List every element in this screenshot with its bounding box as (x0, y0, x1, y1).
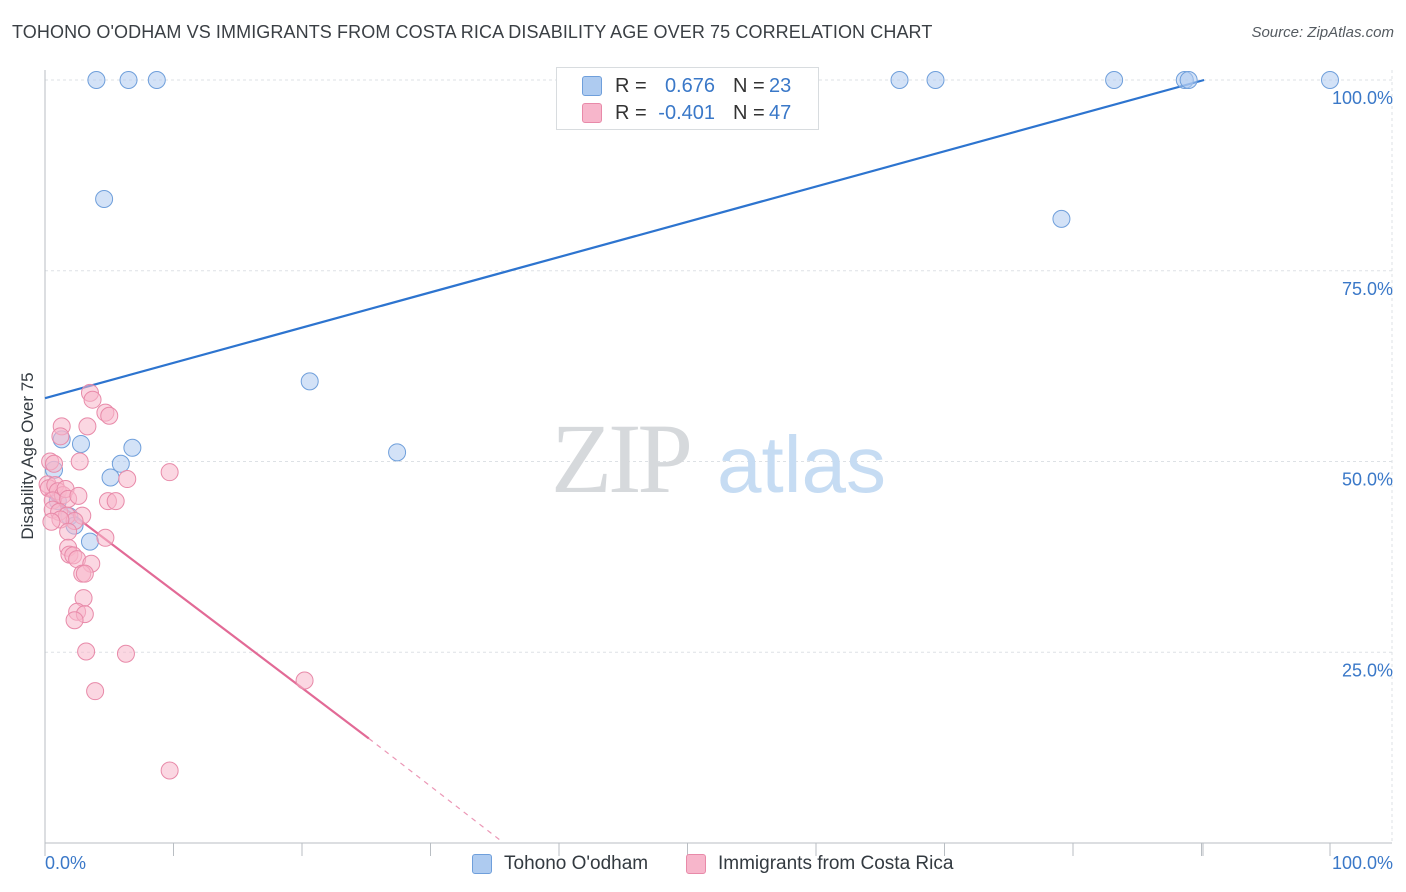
legend-n-value: 23 (769, 75, 792, 97)
point-costa-rica (116, 644, 135, 663)
legend-r-label: R = (615, 75, 647, 97)
point-tohono (1321, 71, 1339, 89)
point-costa-rica (86, 682, 105, 701)
series-legend: Tohono O'odham Immigrants from Costa Ric… (0, 852, 1406, 878)
point-tohono (147, 71, 166, 89)
point-costa-rica (78, 417, 97, 436)
legend-swatch-blue (582, 76, 602, 96)
y-tick-label: 100.0% (1332, 88, 1393, 108)
point-tohono (1179, 71, 1198, 89)
legend-r-value: 0.676 (664, 75, 715, 97)
point-tohono (926, 71, 945, 89)
series-swatch-blue (472, 854, 492, 874)
point-costa-rica (65, 611, 84, 630)
point-tohono (71, 434, 90, 453)
series-label-tohono: Tohono O'odham (504, 853, 649, 874)
point-costa-rica (42, 512, 61, 531)
y-tick-label: 50.0% (1342, 470, 1393, 490)
point-tohono (95, 190, 114, 209)
point-tohono (123, 438, 142, 457)
point-tohono (111, 454, 130, 473)
watermark-atlas: atlas (717, 420, 886, 509)
legend-n-label: N = (733, 75, 765, 97)
point-costa-rica (96, 528, 115, 547)
point-costa-rica (100, 406, 119, 425)
point-tohono (101, 468, 120, 487)
grid-layer (45, 70, 1393, 843)
legend-r-value: -0.401 (658, 102, 715, 124)
point-costa-rica (160, 761, 179, 780)
point-costa-rica (59, 522, 78, 541)
point-tohono (300, 372, 319, 391)
trend-extension-costa-rica (368, 737, 501, 841)
point-costa-rica (83, 390, 102, 409)
point-costa-rica (69, 486, 88, 505)
point-costa-rica (295, 671, 314, 690)
point-costa-rica (77, 642, 96, 661)
legend-swatch-pink (582, 103, 602, 123)
point-costa-rica (118, 470, 137, 489)
point-layer (38, 71, 1339, 780)
point-costa-rica (106, 492, 125, 511)
point-tohono (890, 71, 909, 89)
point-tohono (119, 71, 138, 89)
point-tohono (388, 443, 407, 462)
chart-title: TOHONO O'ODHAM VS IMMIGRANTS FROM COSTA … (12, 22, 933, 42)
series-label-costa-rica: Immigrants from Costa Rica (718, 853, 954, 874)
point-costa-rica (44, 454, 63, 473)
y-axis-label: Disability Age Over 75 (18, 372, 37, 539)
point-costa-rica (51, 427, 70, 446)
source-label: Source: ZipAtlas.com (1251, 24, 1394, 41)
point-tohono (1052, 209, 1071, 228)
label-layer: 25.0% 50.0% 75.0% 100.0% 0.0% 100.0% (45, 88, 1393, 873)
trend-line-tohono (44, 78, 1205, 400)
x-tick-label: 100.0% (1332, 853, 1393, 873)
series-swatch-pink (686, 854, 706, 874)
watermark: ZIP atlas (551, 403, 886, 514)
legend-r-label: R = (615, 102, 647, 124)
point-tohono (87, 71, 106, 89)
legend-row-costa-rica: R = -0.401 N = 47 (557, 100, 820, 128)
point-costa-rica (75, 564, 94, 583)
point-tohono (1105, 71, 1124, 89)
point-costa-rica (160, 463, 179, 482)
point-tohono (80, 532, 99, 551)
legend-n-value: 47 (769, 102, 792, 124)
legend-row-tohono: R = 0.676 N = 23 (557, 73, 820, 101)
y-tick-label: 75.0% (1342, 279, 1393, 299)
watermark-zip: ZIP (551, 403, 689, 514)
legend-n-label: N = (733, 102, 765, 124)
x-tick-label: 0.0% (45, 853, 86, 873)
point-costa-rica (70, 452, 89, 471)
stats-legend: R = 0.676 N = 23 R = -0.401 N = 47 (556, 67, 819, 130)
y-tick-label: 25.0% (1342, 660, 1393, 680)
